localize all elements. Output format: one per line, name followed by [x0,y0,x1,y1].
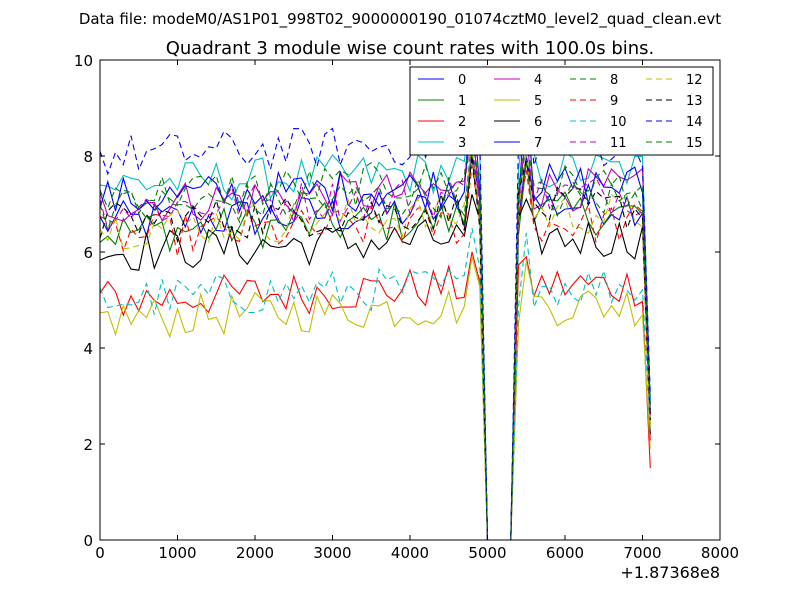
legend-label-4: 4 [534,73,542,88]
x-tick-label: 5000 [468,544,506,562]
legend-label-3: 3 [458,136,466,151]
legend-label-12: 12 [686,73,703,88]
x-tick-label: 0 [95,544,105,562]
legend-label-2: 2 [458,115,466,130]
x-tick-label: 2000 [236,544,274,562]
series-line-5 [99,256,651,541]
legend-label-14: 14 [686,115,703,130]
x-tick-label: 1000 [158,544,196,562]
y-tick-label: 8 [83,148,93,166]
legend-label-8: 8 [610,73,618,88]
y-tick-label: 0 [83,532,93,550]
x-offset-label: +1.87368e8 [620,563,720,582]
legend-label-11: 11 [610,136,627,151]
series-line-15 [99,136,651,541]
x-tick-label: 7000 [623,544,661,562]
series-line-2 [99,251,651,541]
legend-label-15: 15 [686,136,703,151]
y-tick-label: 10 [74,52,93,70]
legend-box [409,66,714,156]
x-tick-label: 3000 [313,544,351,562]
legend-label-6: 6 [534,115,542,130]
series-line-10 [99,227,651,541]
y-tick-label: 4 [83,340,93,358]
series-layer [99,79,651,541]
x-tick-label: 4000 [391,544,429,562]
series-line-12 [99,146,651,541]
legend-label-0: 0 [458,73,466,88]
series-line-1 [99,155,651,541]
y-tick-label: 2 [83,436,93,454]
x-tick-label: 8000 [701,544,739,562]
series-line-3 [99,98,651,541]
legend-label-1: 1 [458,94,466,109]
series-line-7 [99,83,651,541]
legend-label-5: 5 [534,94,542,109]
y-tick-label: 6 [83,244,93,262]
legend-label-9: 9 [610,94,618,109]
series-line-8 [99,117,651,541]
series-line-9 [99,165,651,541]
x-tick-label: 6000 [546,544,584,562]
series-line-6 [99,194,651,541]
legend-label-10: 10 [610,115,627,130]
data-file-header: Data file: modeM0/AS1P01_998T02_90000001… [79,10,721,29]
series-line-13 [99,155,651,541]
legend-label-7: 7 [534,136,542,151]
legend-label-13: 13 [686,94,703,109]
chart-title: Quadrant 3 module wise count rates with … [166,38,655,59]
